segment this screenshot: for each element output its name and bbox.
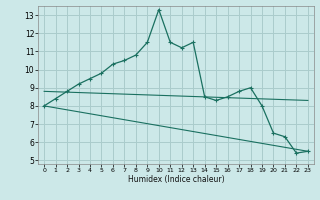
- X-axis label: Humidex (Indice chaleur): Humidex (Indice chaleur): [128, 175, 224, 184]
